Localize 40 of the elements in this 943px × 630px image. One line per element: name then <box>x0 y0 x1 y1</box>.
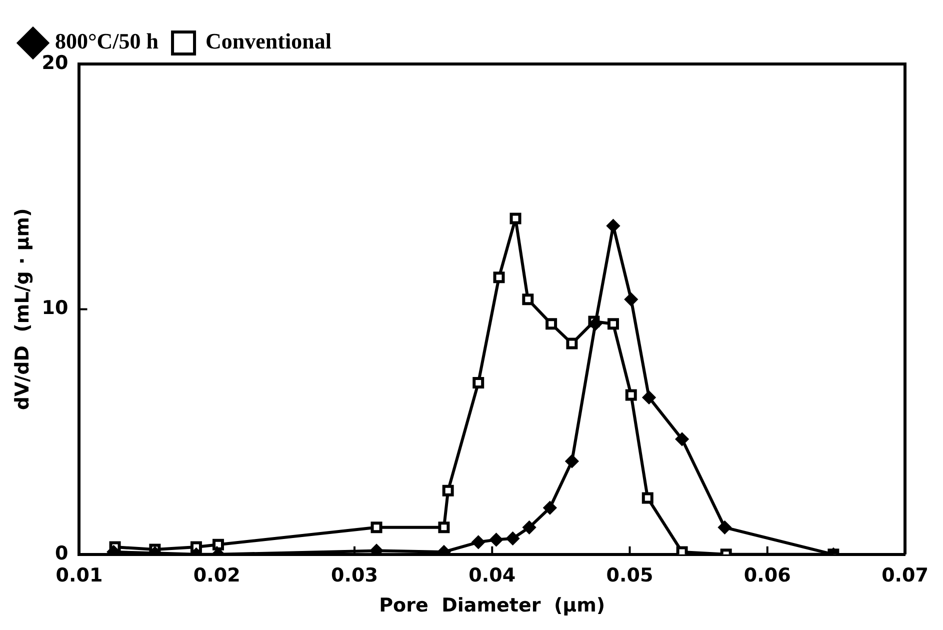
point <box>493 272 505 284</box>
x-tick-label: 0.05 <box>606 564 654 587</box>
point <box>606 219 620 233</box>
point <box>472 535 486 549</box>
y-tick-label: 20 <box>42 52 68 74</box>
point <box>625 389 637 401</box>
x-tick-label: 0.06 <box>744 564 791 587</box>
x-tick-label: 0.01 <box>56 564 103 587</box>
point <box>718 520 732 534</box>
point <box>565 454 579 468</box>
x-tick-label: 0.07 <box>882 564 928 587</box>
point <box>490 532 503 546</box>
point <box>510 212 522 224</box>
point <box>522 520 536 534</box>
point <box>522 294 534 306</box>
point <box>370 522 382 534</box>
point <box>675 432 689 446</box>
point <box>642 492 654 504</box>
point <box>642 390 656 404</box>
y-axis-title: dV/dD (mL/g · µm) <box>11 208 34 410</box>
x-tick-label: 0.04 <box>468 564 516 587</box>
point <box>607 318 619 330</box>
point <box>212 538 224 550</box>
y-tick-label: 10 <box>42 297 68 320</box>
point <box>543 501 557 515</box>
x-tick-label: 0.02 <box>193 564 240 587</box>
legend-label: 800°C/50 h <box>55 28 159 54</box>
point <box>546 318 558 330</box>
x-tick-label: 0.03 <box>331 564 378 587</box>
point <box>442 484 454 496</box>
point <box>472 377 484 389</box>
x-axis-title: Pore Diameter (µm) <box>379 594 606 617</box>
legend-label: Conventional <box>206 28 332 54</box>
point <box>676 546 688 554</box>
point <box>506 532 520 546</box>
point <box>566 338 578 350</box>
point <box>438 522 450 534</box>
point <box>588 317 602 331</box>
y-tick-label: 0 <box>55 542 68 564</box>
point <box>624 292 638 306</box>
